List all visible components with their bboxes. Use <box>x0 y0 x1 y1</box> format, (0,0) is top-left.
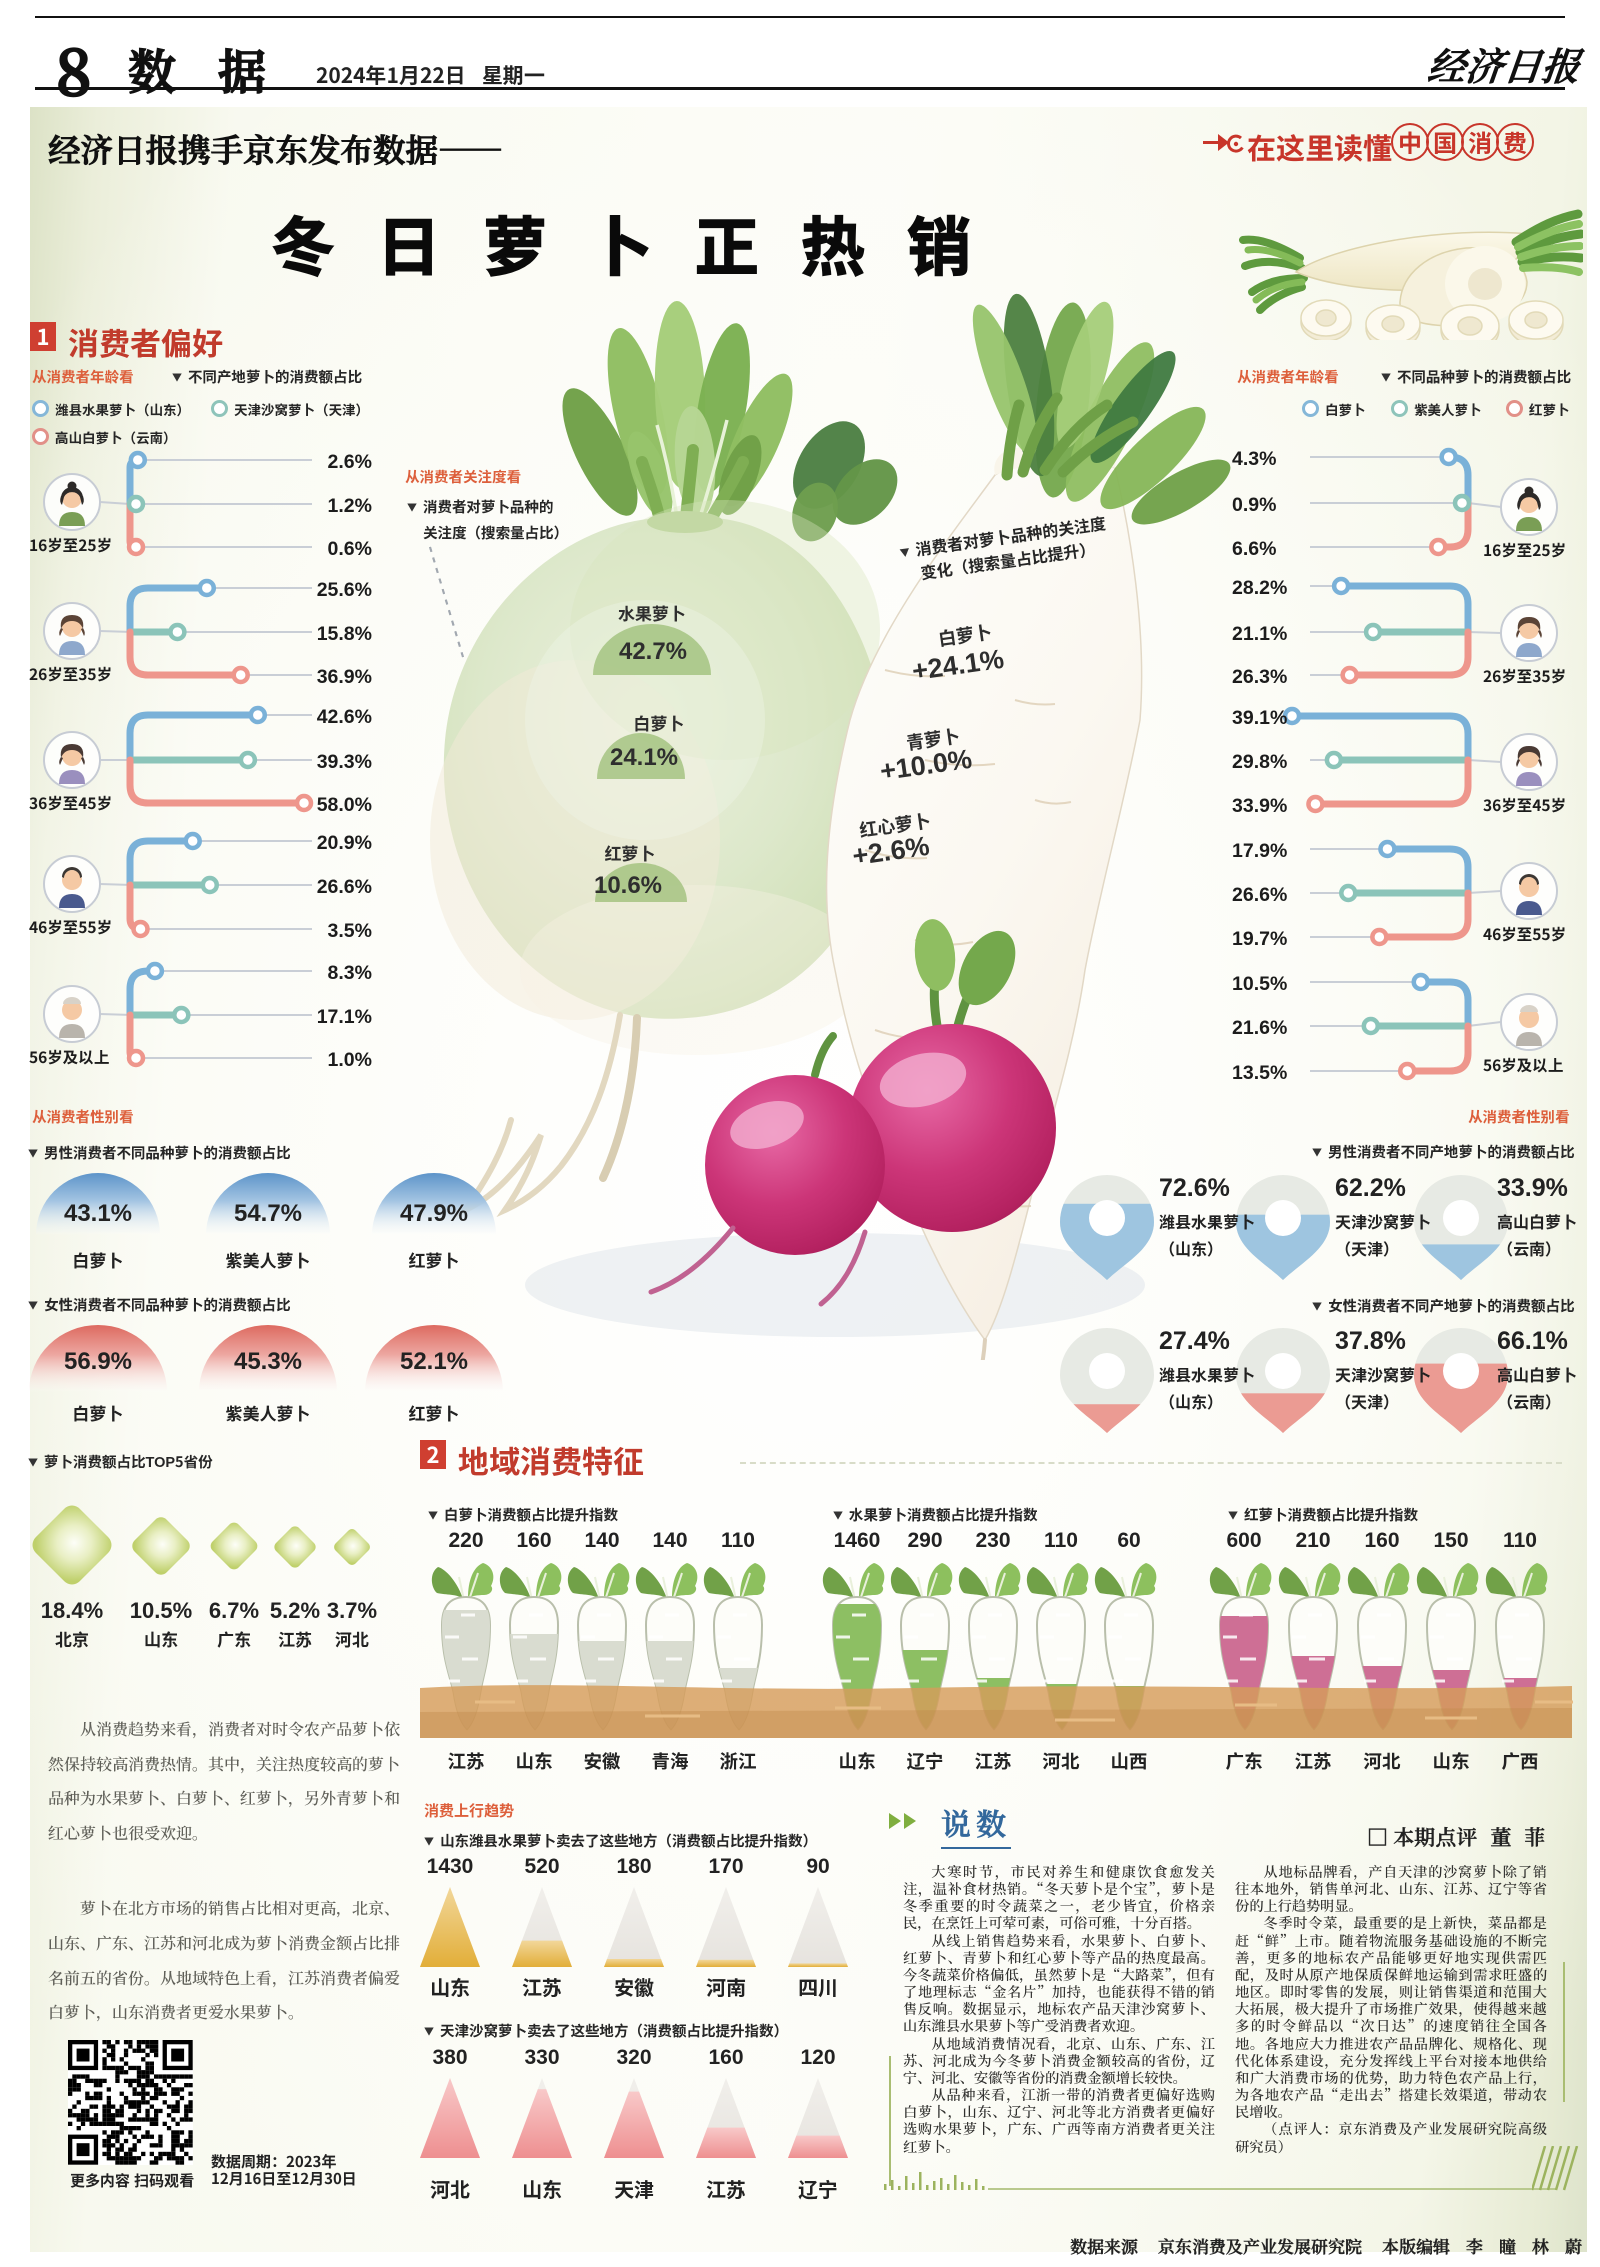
svg-text:20.9%: 20.9% <box>317 832 372 854</box>
svg-text:0.9%: 0.9% <box>1232 494 1276 516</box>
svg-text:4.3%: 4.3% <box>1232 448 1276 470</box>
svg-text:2.6%: 2.6% <box>328 451 372 473</box>
svg-text:13.5%: 13.5% <box>1232 1062 1287 1084</box>
svg-text:26.3%: 26.3% <box>1232 666 1287 688</box>
svg-text:10.5%: 10.5% <box>1232 973 1287 995</box>
svg-text:19.7%: 19.7% <box>1232 928 1287 950</box>
svg-text:42.6%: 42.6% <box>317 706 372 728</box>
svg-text:17.9%: 17.9% <box>1232 840 1287 862</box>
svg-text:36岁至45岁: 36岁至45岁 <box>1483 794 1566 816</box>
svg-text:28.2%: 28.2% <box>1232 577 1287 599</box>
svg-text:8.3%: 8.3% <box>328 962 372 984</box>
svg-text:36.9%: 36.9% <box>317 666 372 688</box>
svg-text:1.2%: 1.2% <box>328 495 372 517</box>
svg-text:56岁及以上: 56岁及以上 <box>1483 1054 1563 1076</box>
svg-text:46岁至55岁: 46岁至55岁 <box>1483 923 1566 945</box>
svg-text:17.1%: 17.1% <box>317 1006 372 1028</box>
svg-text:26.6%: 26.6% <box>317 876 372 898</box>
svg-text:33.9%: 33.9% <box>1232 795 1287 817</box>
svg-text:26岁至35岁: 26岁至35岁 <box>29 663 112 685</box>
svg-text:1.0%: 1.0% <box>328 1049 372 1071</box>
svg-text:26.6%: 26.6% <box>1232 884 1287 906</box>
svg-text:58.0%: 58.0% <box>317 794 372 816</box>
svg-text:26岁至35岁: 26岁至35岁 <box>1483 665 1566 687</box>
svg-text:39.1%: 39.1% <box>1232 707 1287 729</box>
svg-text:15.8%: 15.8% <box>317 623 372 645</box>
svg-text:25.6%: 25.6% <box>317 579 372 601</box>
svg-text:21.6%: 21.6% <box>1232 1017 1287 1039</box>
svg-text:56岁及以上: 56岁及以上 <box>29 1046 109 1068</box>
svg-text:16岁至25岁: 16岁至25岁 <box>1483 539 1566 561</box>
svg-text:3.5%: 3.5% <box>328 920 372 942</box>
svg-text:36岁至45岁: 36岁至45岁 <box>29 792 112 814</box>
svg-text:16岁至25岁: 16岁至25岁 <box>29 534 112 556</box>
svg-text:46岁至55岁: 46岁至55岁 <box>29 916 112 938</box>
svg-text:21.1%: 21.1% <box>1232 623 1287 645</box>
svg-text:29.8%: 29.8% <box>1232 751 1287 773</box>
svg-text:6.6%: 6.6% <box>1232 538 1276 560</box>
svg-text:0.6%: 0.6% <box>328 538 372 560</box>
svg-text:39.3%: 39.3% <box>317 751 372 773</box>
